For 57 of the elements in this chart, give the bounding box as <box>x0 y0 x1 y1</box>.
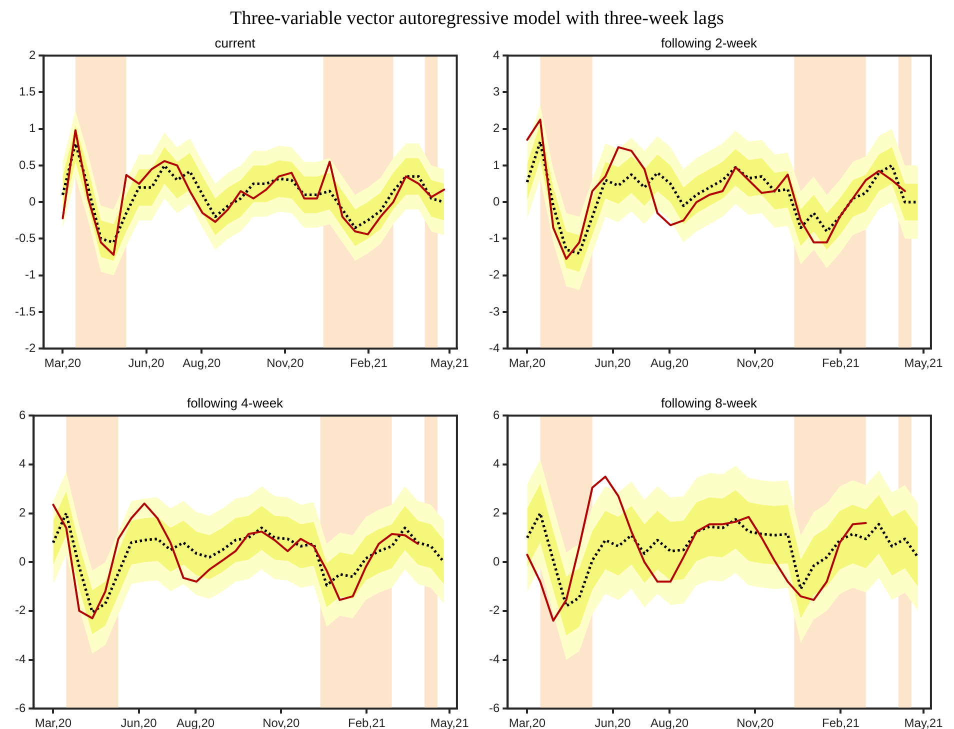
y-tick-label: -0.5 <box>14 231 36 246</box>
y-tick-label: -4 <box>489 652 500 666</box>
chart-title: following 4-week <box>186 395 284 410</box>
y-tick-label: 0 <box>28 194 36 208</box>
y-tick-label: 4 <box>492 48 500 62</box>
y-tick-label: -6 <box>489 700 500 715</box>
y-tick-label: 6 <box>18 408 26 422</box>
y-tick-label: -1.5 <box>14 304 36 318</box>
y-tick-label: 2 <box>492 121 500 136</box>
x-tick-label: Jun,20 <box>128 356 165 370</box>
y-tick-label: 2 <box>492 506 500 520</box>
chart-title: current <box>214 35 256 50</box>
x-tick-label: Mar,20 <box>508 716 546 729</box>
y-tick-label: -2 <box>25 340 36 355</box>
y-tick-label: -2 <box>489 603 500 618</box>
y-tick-label: 0 <box>492 554 500 568</box>
y-tick-label: 1.5 <box>18 84 36 99</box>
y-tick-label: 0 <box>492 194 500 208</box>
y-tick-label: 3 <box>492 84 500 99</box>
chart-title: following 8-week <box>660 395 758 410</box>
x-tick-label: Jun,20 <box>594 716 632 729</box>
x-tick-label: Mar,20 <box>44 356 82 370</box>
x-tick-label: Jun,20 <box>594 356 632 370</box>
y-tick-label: -2 <box>15 603 26 618</box>
x-tick-label: Nov,20 <box>262 716 300 729</box>
x-tick-label: Jun,20 <box>120 716 158 729</box>
y-tick-label: 6 <box>492 408 500 422</box>
x-tick-label: May,21 <box>904 356 944 370</box>
y-tick-label: 1 <box>28 121 36 136</box>
y-tick-label: -1 <box>25 268 36 282</box>
x-tick-label: Aug,20 <box>182 356 221 370</box>
x-tick-label: Aug,20 <box>650 356 689 370</box>
y-tick-label: -4 <box>489 340 500 355</box>
x-tick-label: Feb,21 <box>348 716 386 729</box>
x-tick-label: Feb,21 <box>822 356 860 370</box>
x-tick-label: Mar,20 <box>34 716 72 729</box>
x-tick-label: Mar,20 <box>508 356 546 370</box>
x-tick-label: Nov,20 <box>736 716 774 729</box>
x-tick-label: Feb,21 <box>350 356 388 370</box>
x-tick-label: May,21 <box>430 356 470 370</box>
y-tick-label: 1 <box>492 158 500 172</box>
y-tick-label: -6 <box>15 700 26 715</box>
y-tick-label: 0.5 <box>18 158 36 172</box>
x-tick-label: Feb,21 <box>822 716 860 729</box>
y-tick-label: -3 <box>489 304 500 318</box>
y-tick-label: 2 <box>28 48 36 62</box>
y-tick-label: -4 <box>15 652 26 666</box>
y-tick-label: -1 <box>489 231 500 246</box>
x-tick-label: Nov,20 <box>736 356 774 370</box>
y-tick-label: 4 <box>492 456 500 471</box>
y-tick-label: 4 <box>18 456 26 471</box>
y-tick-label: -2 <box>489 268 500 282</box>
y-tick-label: 2 <box>18 506 26 520</box>
y-tick-label: 0 <box>18 554 26 568</box>
x-tick-label: Nov,20 <box>266 356 304 370</box>
chart-title: following 2-week <box>660 35 758 50</box>
text: Three-variable vector autoregressive model with three-week lags <box>229 8 725 31</box>
